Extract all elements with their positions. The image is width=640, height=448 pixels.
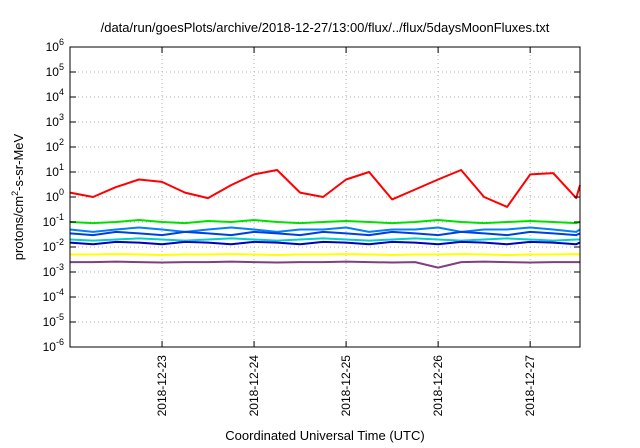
series-line-1 [69,219,581,225]
series-line-6 [70,253,581,256]
series-lines [69,169,581,269]
y-tick-label: 10-5 [43,312,64,329]
x-tick-label: 2018-12-25 [339,355,353,417]
series-line-5 [69,240,581,246]
y-tick-label: 104 [46,87,64,104]
y-tick-label: 100 [46,187,64,204]
y-tick-label: 103 [46,112,64,129]
series-line-3 [69,230,581,237]
series-line-7 [70,260,580,269]
x-tick-label: 2018-12-26 [431,355,445,417]
y-tick-label: 106 [46,37,64,54]
series-line-0 [69,169,581,208]
x-tick-label: 2018-12-27 [523,355,537,417]
y-tick-label: 10-3 [43,262,64,279]
chart-title: /data/run/goesPlots/archive/2018-12-27/1… [100,20,550,35]
x-axis-ticks: 2018-12-23 2018-12-24 2018-12-25 2018-12-26… [155,47,537,416]
grid-lines [70,47,580,347]
y-tick-label: 10-6 [43,337,64,354]
x-tick-label: 2018-12-24 [247,355,261,417]
y-tick-label: 10-2 [43,237,64,254]
series-line-4 [69,237,580,242]
y-tick-label: 10-4 [43,287,64,304]
y-tick-label: 102 [46,137,64,154]
x-axis-label: Coordinated Universal Time (UTC) [225,428,425,443]
y-tick-label: 10-1 [43,212,64,229]
y-tick-label: 101 [46,162,64,179]
x-tick-label: 2018-12-23 [155,355,169,417]
y-tick-label: 105 [46,62,64,79]
series-line-2 [69,226,581,233]
y-axis-label: protons/cm2-s-sr-MeV [9,133,27,261]
y-axis-ticks: 10-6 10-5 10-4 10-3 10-2 10-1 100 101 102 103 104 1… [43,37,580,354]
